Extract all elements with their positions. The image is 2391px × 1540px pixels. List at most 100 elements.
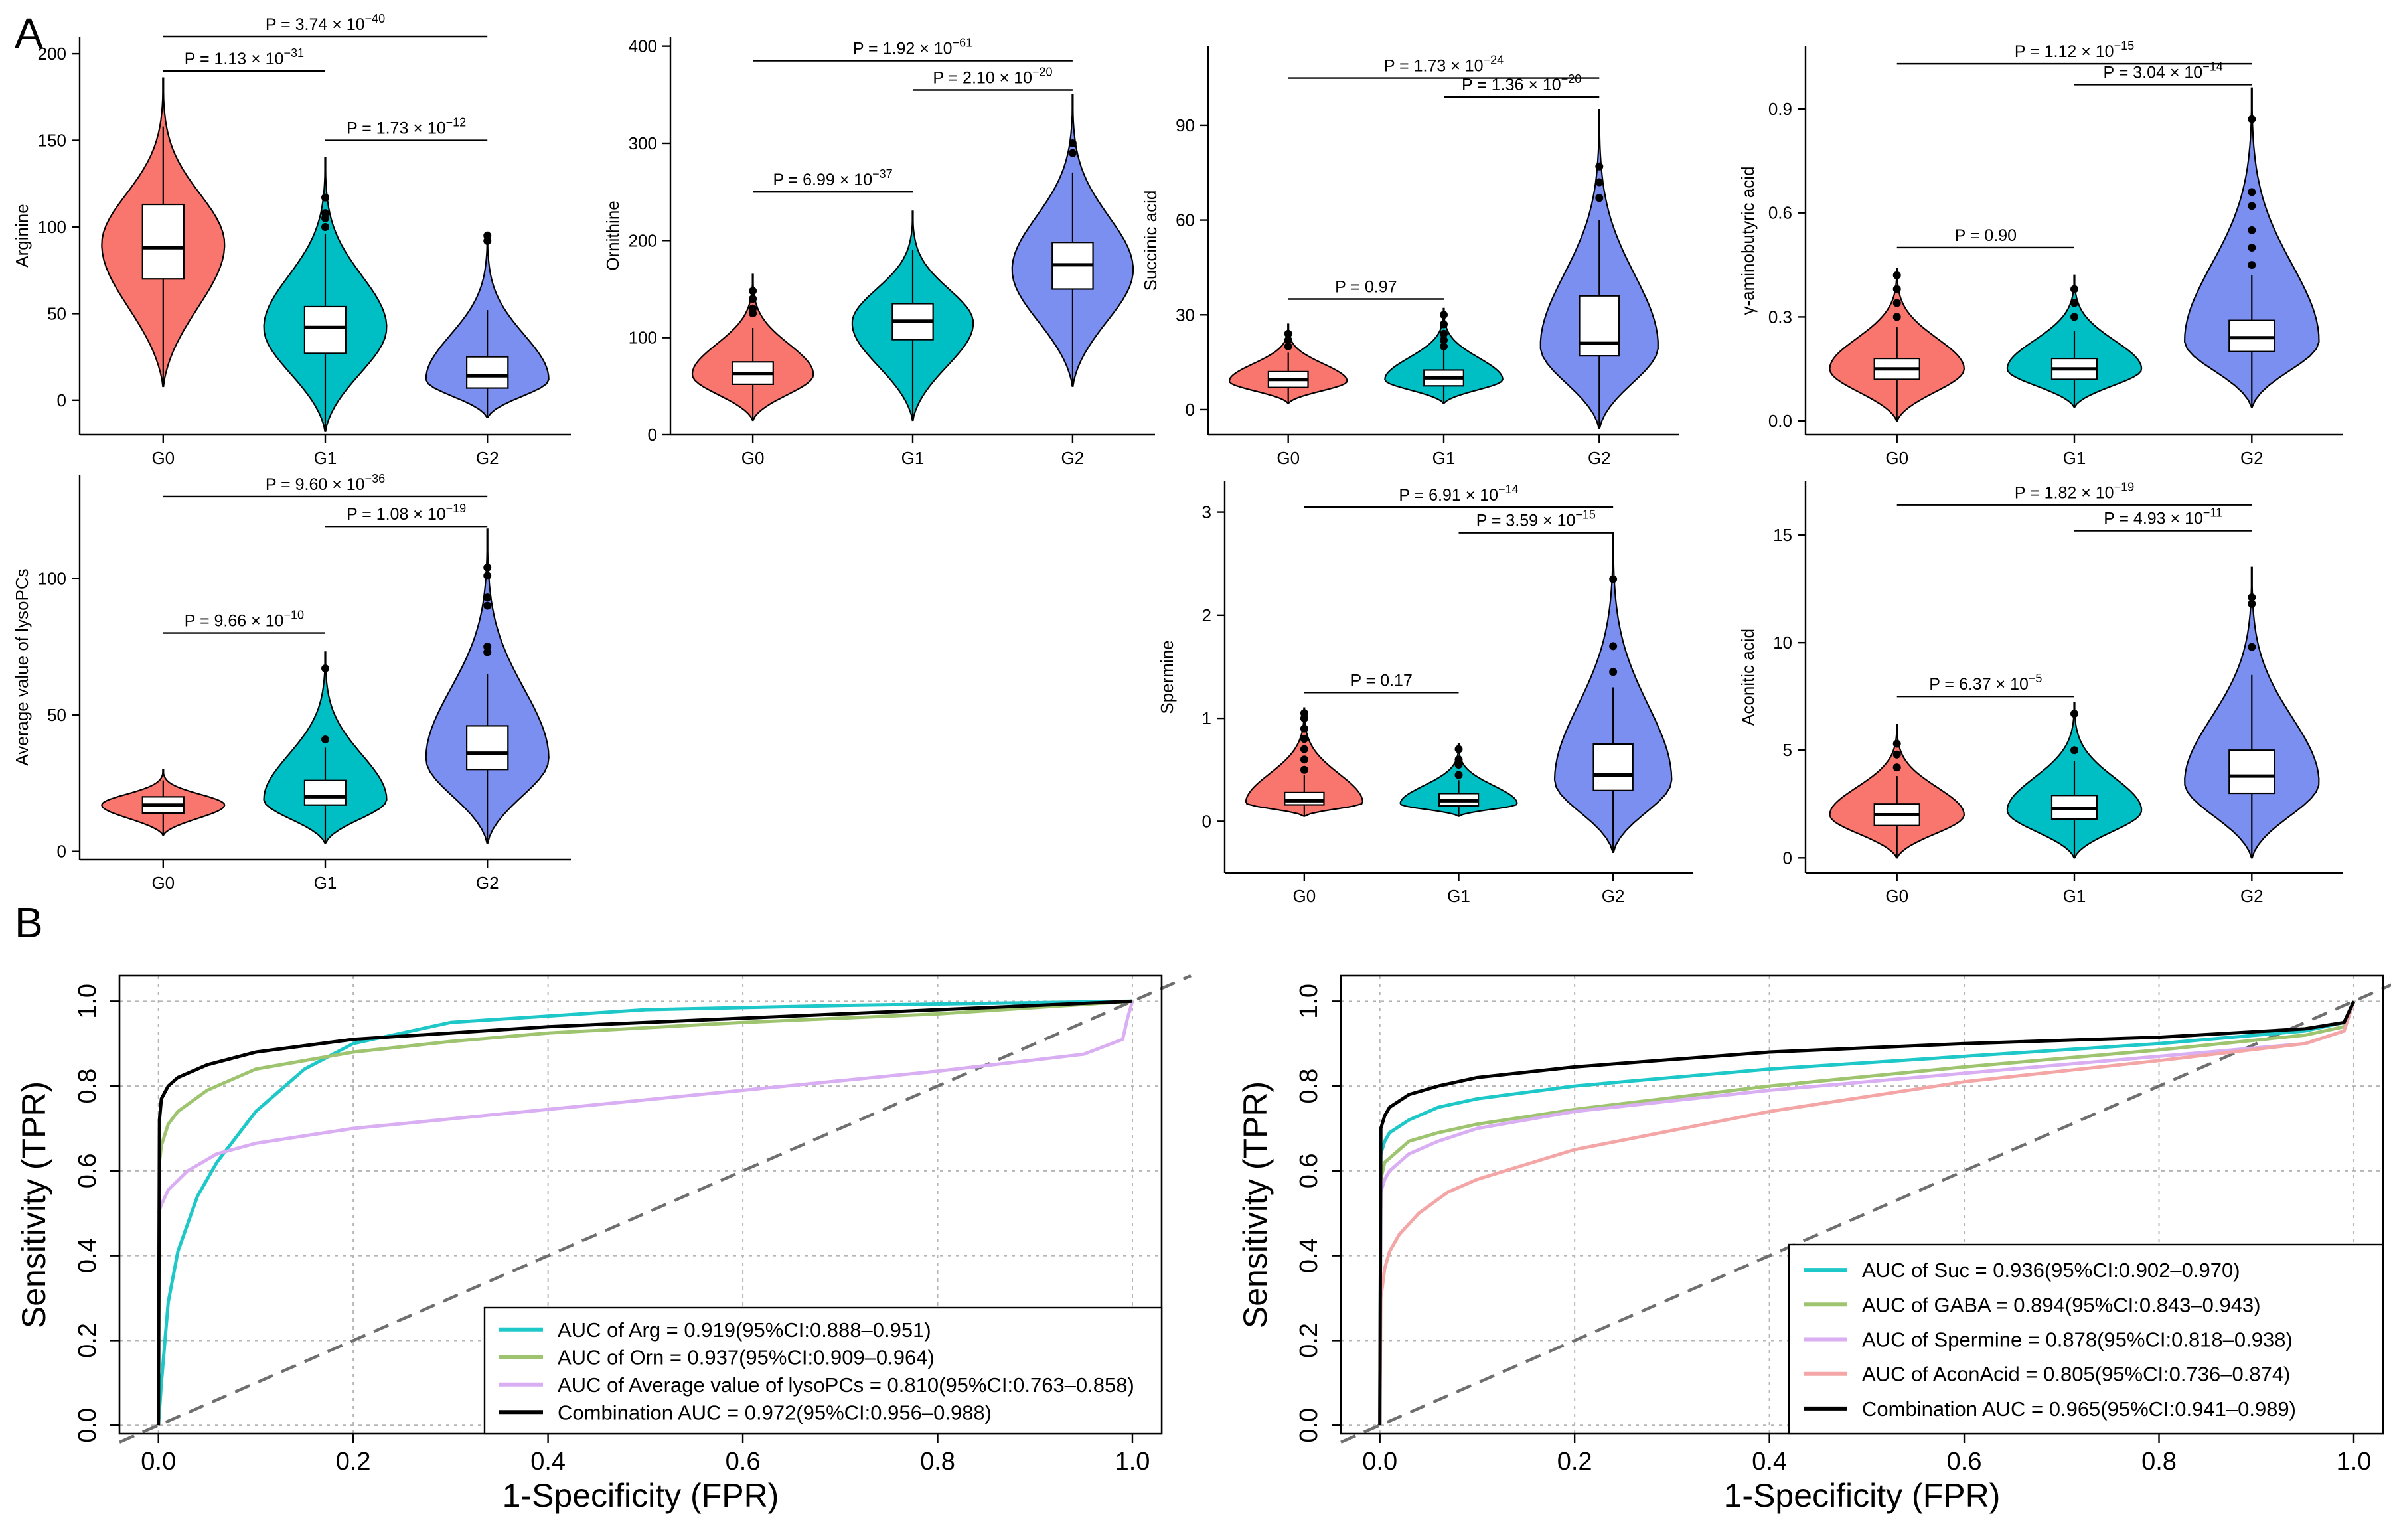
y-tick-label: 15 (1773, 525, 1792, 545)
x-tick-label: 0.8 (2141, 1448, 2177, 1476)
outlier-point (749, 295, 757, 303)
outlier-point (321, 209, 329, 218)
x-tick-label: G0 (1885, 886, 1908, 906)
legend-entry: AUC of Arg = 0.919(95%CI:0.888–0.951) (558, 1318, 931, 1342)
x-axis-label: 1-Specificity (FPR) (502, 1477, 779, 1514)
panel-label-a: A (15, 9, 43, 57)
roc-chart-left: 0.0 0.2 0.4 0.6 0.8 1.0 0.0 0.2 0.4 0.6 0.8 1.0 1-Sp… (15, 974, 1192, 1514)
outlier-point (1454, 755, 1463, 764)
y-tick-label: 0.4 (1295, 1238, 1323, 1273)
outlier-point (2070, 746, 2078, 755)
legend-entry: AUC of Suc = 0.936(95%CI:0.902–0.970) (1862, 1259, 2240, 1282)
outlier-point (1454, 771, 1463, 779)
roc-curve-3 (157, 999, 1133, 1426)
box-G2 (2228, 749, 2275, 795)
p-value-exponent: −40 (365, 12, 386, 25)
outlier-point (1892, 750, 1901, 759)
box-G1 (303, 305, 347, 354)
x-tick-label: G1 (1432, 448, 1456, 468)
x-tick-label: G0 (741, 448, 765, 468)
y-tick-label: 0.6 (74, 1153, 102, 1188)
outlier-point (2248, 599, 2256, 608)
legend-entry: AUC of Spermine = 0.878(95%CI:0.818–0.93… (1862, 1328, 2293, 1351)
x-tick-label: G2 (1588, 448, 1611, 468)
p-value-exponent: −10 (283, 609, 304, 622)
x-tick-label: G0 (1276, 448, 1300, 468)
p-value-exponent: −19 (2114, 481, 2135, 494)
p-value-label: P = 2.10 × 10−20 (933, 65, 1052, 87)
outlier-point (1892, 285, 1901, 293)
roc-curve-1 (157, 999, 1133, 1426)
x-tick-label: G1 (2063, 886, 2086, 906)
p-value-label: P = 3.04 × 10−14 (2104, 60, 2223, 82)
y-axis-label: γ-aminobutyric acid (1738, 167, 1758, 315)
p-value-label: P = 1.92 × 10−61 (853, 37, 972, 58)
p-value-text: P = 6.91 × 10 (1399, 486, 1498, 504)
outlier-point (1300, 765, 1308, 774)
outlier-point (1300, 755, 1308, 764)
p-value-label: P = 1.13 × 10−31 (185, 46, 304, 68)
x-tick-label: 0.0 (1362, 1448, 1397, 1476)
outlier-point (321, 222, 329, 231)
y-tick-label: 0.0 (1295, 1408, 1323, 1443)
x-tick-label: 0.2 (336, 1448, 371, 1476)
p-value-label: P = 1.12 × 10−15 (2015, 39, 2134, 61)
outlier-point (2248, 243, 2256, 252)
y-tick-label: 0.2 (1295, 1323, 1323, 1358)
outlier-point (1068, 139, 1077, 147)
outlier-point (2070, 285, 2078, 293)
x-tick-label: G0 (1293, 886, 1316, 906)
x-tick-label: 0.4 (1752, 1448, 1787, 1476)
outlier-point (1892, 313, 1901, 321)
outlier-point (749, 287, 757, 295)
outlier-point (1068, 149, 1077, 157)
outlier-point (749, 304, 757, 313)
p-value-label: P = 9.66 × 10−10 (185, 609, 304, 631)
p-value-exponent: −5 (2029, 672, 2043, 685)
p-value-text: P = 3.59 × 10 (1476, 512, 1576, 530)
box-G2 (1579, 295, 1620, 357)
p-value-exponent: −36 (365, 472, 386, 485)
reference-diagonal (119, 974, 1192, 1444)
y-axis-label: Succinic acid (1140, 191, 1160, 291)
p-value-label: P = 6.99 × 10−37 (773, 167, 892, 189)
outlier-point (483, 563, 492, 572)
x-tick-label: G2 (2240, 448, 2264, 468)
roc-curve-4 (1378, 1000, 2356, 1426)
p-value-label: P = 9.60 × 10−36 (266, 472, 385, 494)
x-tick-label: 0.8 (920, 1448, 955, 1476)
y-tick-label: 60 (1176, 210, 1195, 230)
outlier-point (1300, 745, 1308, 753)
p-value-label: P = 3.59 × 10−15 (1476, 508, 1596, 530)
outlier-point (1284, 342, 1292, 350)
x-tick-label: G1 (901, 448, 925, 468)
y-tick-label: 0 (57, 842, 66, 862)
violin-chart-ornithine: 0 100 200 300 400 Ornithine G0 G1 G2 P = 1.92 × 1… (603, 37, 1155, 468)
p-value-label: P = 0.97 (1335, 277, 1397, 296)
roc-curve-0 (157, 999, 1133, 1426)
y-tick-label: 0.6 (1768, 203, 1792, 223)
violin-chart-gaba: 0.0 0.3 0.6 0.9 γ-aminobutyric acid G0 G1 G2 P =… (1738, 39, 2343, 468)
y-axis-label: Average value of lysoPCs (12, 568, 32, 765)
outlier-point (321, 193, 329, 202)
outlier-point (1284, 336, 1292, 345)
outlier-point (1609, 668, 1618, 676)
x-tick-label: 0.6 (726, 1448, 761, 1476)
p-value-label: P = 1.82 × 10−19 (2015, 481, 2134, 502)
outlier-point (1300, 709, 1308, 718)
y-tick-label: 0 (57, 390, 66, 410)
violin-G1 (1399, 743, 1518, 817)
y-tick-label: 0.6 (1295, 1153, 1323, 1188)
x-tick-label: 0.0 (141, 1448, 176, 1476)
p-value-text: P = 3.04 × 10 (2104, 63, 2203, 82)
outlier-point (2248, 115, 2256, 123)
y-tick-label: 1.0 (1295, 984, 1323, 1019)
p-value-text: P = 1.73 × 10 (1384, 57, 1484, 76)
x-tick-label: G2 (2240, 886, 2264, 906)
legend-entry: AUC of Orn = 0.937(95%CI:0.909–0.964) (558, 1346, 935, 1369)
p-value-exponent: −24 (1484, 54, 1504, 67)
legend-box (483, 1306, 1163, 1435)
box-G0 (141, 203, 185, 280)
x-tick-label: 1.0 (1115, 1448, 1150, 1476)
box-G2 (466, 356, 509, 389)
